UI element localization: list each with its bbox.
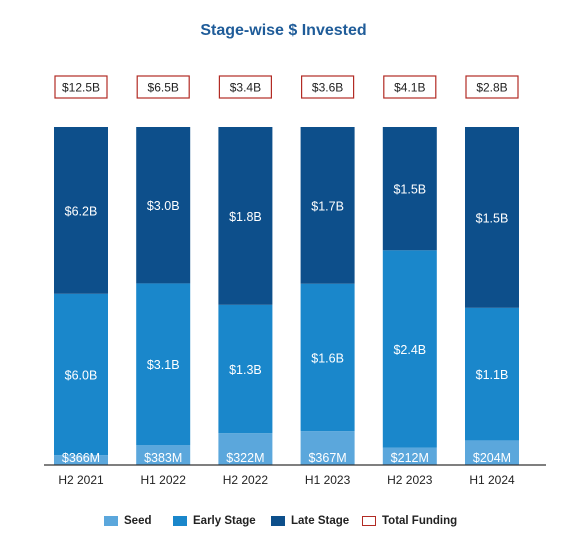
data-label-seed-0: $366M	[62, 451, 100, 465]
legend-swatch-late-stage	[271, 516, 285, 526]
bar-late-stage-1	[136, 127, 191, 284]
data-label-early-stage-4: $2.4B	[393, 343, 426, 357]
data-label-late-stage-4: $1.5B	[393, 183, 426, 197]
bar-early-stage-4	[382, 250, 437, 448]
bar-seed-5	[465, 440, 519, 465]
chart-title: Stage-wise $ Invested	[200, 22, 367, 39]
total-funding-layer: $12.5B $6.5B $3.4B $3.6B $4.1B $2.8B	[54, 75, 519, 99]
bar-labels-layer: $366M $6.0B $6.2B $383M $3.1B $3.0B $322M $1.3B…	[62, 183, 511, 465]
total-funding-label-3: $3.6B	[312, 81, 343, 95]
data-label-seed-5: $204M	[473, 451, 511, 465]
legend-swatch-early-stage	[173, 516, 187, 526]
data-label-early-stage-5: $1.1B	[476, 368, 509, 382]
data-label-early-stage-1: $3.1B	[147, 358, 180, 372]
x-tick-label-5: H1 2024	[469, 473, 515, 487]
bar-late-stage-5	[465, 127, 519, 308]
bar-seed-3	[300, 431, 355, 465]
data-label-seed-1: $383M	[144, 451, 182, 465]
data-label-early-stage-0: $6.0B	[65, 368, 98, 382]
bars-layer	[54, 127, 519, 465]
data-label-seed-3: $367M	[308, 451, 346, 465]
legend-swatch-total-funding	[362, 516, 376, 526]
bar-seed-4	[382, 447, 437, 465]
bar-early-stage-5	[465, 307, 519, 441]
data-label-late-stage-0: $6.2B	[65, 204, 98, 218]
bar-seed-2	[218, 433, 273, 465]
data-label-late-stage-3: $1.7B	[311, 199, 344, 213]
x-tick-label-2: H2 2022	[223, 473, 269, 487]
total-funding-label-0: $12.5B	[62, 81, 100, 95]
data-label-late-stage-2: $1.8B	[229, 210, 262, 224]
x-tick-label-0: H2 2021	[58, 473, 104, 487]
bar-late-stage-0	[54, 127, 108, 294]
x-tick-label-3: H1 2023	[305, 473, 351, 487]
legend-item-early-stage: Early Stage	[173, 515, 256, 527]
total-funding-box-4	[383, 75, 437, 99]
total-funding-box-0	[54, 75, 108, 99]
legend-item-seed: Seed	[104, 515, 152, 527]
data-label-late-stage-5: $1.5B	[476, 211, 509, 225]
legend-item-total-funding: Total Funding	[362, 515, 457, 527]
total-funding-label-1: $6.5B	[148, 81, 179, 95]
legend-label-seed: Seed	[124, 515, 152, 527]
bar-late-stage-4	[382, 127, 437, 251]
total-funding-box-5	[465, 75, 519, 99]
bar-seed-1	[136, 445, 191, 465]
legend-label-early-stage: Early Stage	[193, 515, 256, 527]
legend-label-total-funding: Total Funding	[382, 515, 458, 527]
bar-early-stage-2	[218, 304, 273, 434]
data-label-early-stage-2: $1.3B	[229, 363, 262, 377]
legend-label-late-stage: Late Stage	[291, 515, 350, 527]
data-label-early-stage-3: $1.6B	[311, 351, 344, 365]
total-funding-box-2	[218, 75, 272, 99]
total-funding-box-1	[136, 75, 190, 99]
legend-item-late-stage: Late Stage	[271, 515, 349, 527]
x-tick-labels: H2 2021 H1 2022 H2 2022 H1 2023 H2 2023 H1 20…	[58, 473, 515, 487]
bar-early-stage-0	[54, 293, 108, 456]
total-funding-label-5: $2.8B	[476, 81, 507, 95]
legend-swatch-seed	[104, 516, 118, 526]
total-funding-label-2: $3.4B	[230, 81, 261, 95]
data-label-seed-4: $212M	[391, 451, 429, 465]
data-label-late-stage-1: $3.0B	[147, 199, 180, 213]
total-funding-box-3	[301, 75, 355, 99]
legend: Seed Early Stage Late Stage Total Fundin…	[0, 515, 567, 535]
bar-late-stage-2	[218, 127, 273, 305]
bar-early-stage-1	[136, 283, 191, 446]
total-funding-label-4: $4.1B	[394, 81, 425, 95]
data-label-seed-2: $322M	[226, 451, 264, 465]
x-tick-label-1: H1 2022	[141, 473, 187, 487]
x-tick-label-4: H2 2023	[387, 473, 433, 487]
bar-seed-0	[54, 455, 108, 465]
bar-early-stage-3	[300, 283, 355, 432]
bar-late-stage-3	[300, 127, 355, 284]
